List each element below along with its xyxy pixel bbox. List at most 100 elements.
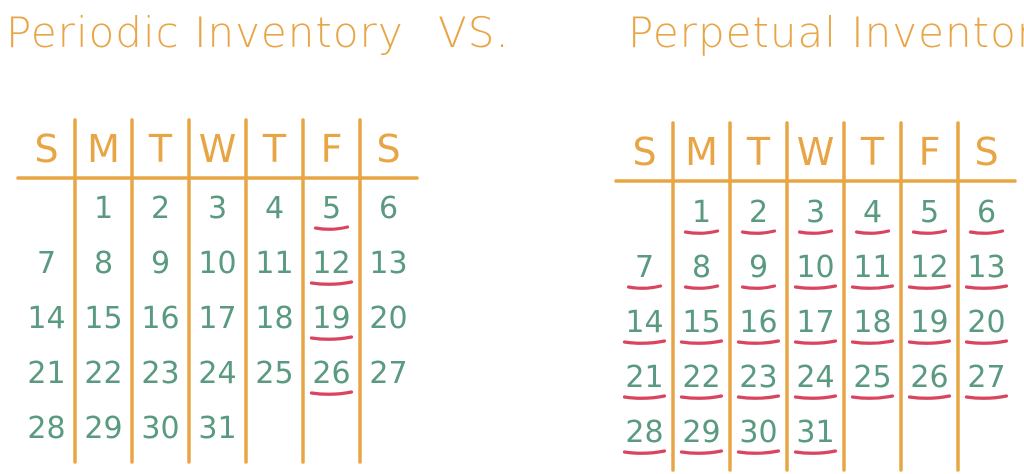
versus-label: VS. — [438, 8, 510, 57]
calendar-day: 24 — [796, 360, 834, 395]
calendar-day: 3 — [806, 195, 825, 230]
day-underline — [793, 449, 838, 455]
calendar-day: 7 — [635, 250, 654, 285]
calendar-day: 24 — [198, 356, 236, 391]
calendar-day: 3 — [208, 191, 227, 226]
day-underline — [313, 225, 350, 231]
calendar-day: 31 — [796, 415, 834, 450]
day-underline — [736, 449, 781, 455]
calendar-day: 16 — [141, 301, 179, 336]
calendar-day: 11 — [255, 246, 293, 281]
calendar-day: 1 — [692, 195, 711, 230]
weekday-header: S — [376, 127, 400, 171]
calendar-day: 6 — [977, 195, 996, 230]
day-underline — [740, 284, 777, 290]
day-underline — [622, 339, 667, 345]
weekday-header: S — [632, 130, 656, 174]
calendar-day: 20 — [967, 305, 1005, 340]
calendar-day: 5 — [322, 191, 341, 226]
calendar-day: 14 — [625, 305, 663, 340]
weekday-header: T — [860, 130, 885, 174]
day-underline — [622, 449, 667, 455]
calendar-day: 12 — [312, 246, 350, 281]
calendar-day: 26 — [910, 360, 948, 395]
weekday-header: W — [199, 127, 237, 171]
day-underline — [793, 394, 838, 400]
weekday-header: M — [685, 130, 718, 174]
day-underline — [309, 335, 354, 341]
calendar-day: 22 — [84, 356, 122, 391]
weekday-header: M — [87, 127, 120, 171]
day-underline — [679, 394, 724, 400]
day-underline — [797, 229, 834, 235]
day-underline — [793, 284, 838, 290]
calendar-day: 1 — [94, 191, 113, 226]
day-underline — [622, 394, 667, 400]
day-underline — [907, 339, 952, 345]
calendar-day: 10 — [796, 250, 834, 285]
calendar-day: 16 — [739, 305, 777, 340]
day-underline — [850, 339, 895, 345]
day-underline — [679, 339, 724, 345]
calendar-day: 28 — [625, 415, 663, 450]
day-underline — [964, 284, 1009, 290]
perpetual-inventory-title: Perpetual Inventory — [628, 8, 1024, 57]
day-underline — [907, 394, 952, 400]
weekday-header: S — [34, 127, 58, 171]
calendar-day: 8 — [692, 250, 711, 285]
calendar-day: 11 — [853, 250, 891, 285]
day-underline — [850, 394, 895, 400]
weekday-header: T — [262, 127, 287, 171]
weekday-header: T — [148, 127, 173, 171]
calendar-day: 5 — [920, 195, 939, 230]
calendar-day: 10 — [198, 246, 236, 281]
calendar-day: 8 — [94, 246, 113, 281]
weekday-header: T — [746, 130, 771, 174]
calendar-day: 20 — [369, 301, 407, 336]
calendar-day: 13 — [967, 250, 1005, 285]
calendar-day: 2 — [749, 195, 768, 230]
calendar-day: 23 — [141, 356, 179, 391]
weekday-header: F — [919, 130, 941, 174]
weekday-header: F — [321, 127, 343, 171]
day-underline — [964, 394, 1009, 400]
calendar-day: 25 — [255, 356, 293, 391]
calendar-day: 30 — [739, 415, 777, 450]
calendar-day: 9 — [151, 246, 170, 281]
day-underline — [740, 229, 777, 235]
calendar-day: 26 — [312, 356, 350, 391]
calendar-day: 19 — [312, 301, 350, 336]
calendar-day: 7 — [37, 246, 56, 281]
calendar-day: 15 — [682, 305, 720, 340]
day-underline — [964, 339, 1009, 345]
calendar-day: 21 — [27, 356, 65, 391]
calendar-day: 21 — [625, 360, 663, 395]
day-underline — [309, 280, 354, 286]
day-underline — [854, 229, 891, 235]
calendar-day: 4 — [863, 195, 882, 230]
calendar-day: 29 — [84, 411, 122, 446]
calendar-day: 14 — [27, 301, 65, 336]
day-underline — [968, 229, 1005, 235]
day-underline — [309, 390, 354, 396]
day-underline — [793, 339, 838, 345]
weekday-header: S — [974, 130, 998, 174]
calendar-day: 6 — [379, 191, 398, 226]
day-underline — [736, 339, 781, 345]
calendar-day: 31 — [198, 411, 236, 446]
day-underline — [907, 284, 952, 290]
calendar-day: 29 — [682, 415, 720, 450]
calendar-day: 12 — [910, 250, 948, 285]
day-underline — [736, 394, 781, 400]
calendar-day: 2 — [151, 191, 170, 226]
calendar-day: 22 — [682, 360, 720, 395]
day-underline — [683, 284, 720, 290]
day-underline — [626, 284, 663, 290]
calendar-day: 23 — [739, 360, 777, 395]
calendar-day: 18 — [853, 305, 891, 340]
calendar-day: 9 — [749, 250, 768, 285]
calendar-day: 30 — [141, 411, 179, 446]
calendar-day: 27 — [967, 360, 1005, 395]
